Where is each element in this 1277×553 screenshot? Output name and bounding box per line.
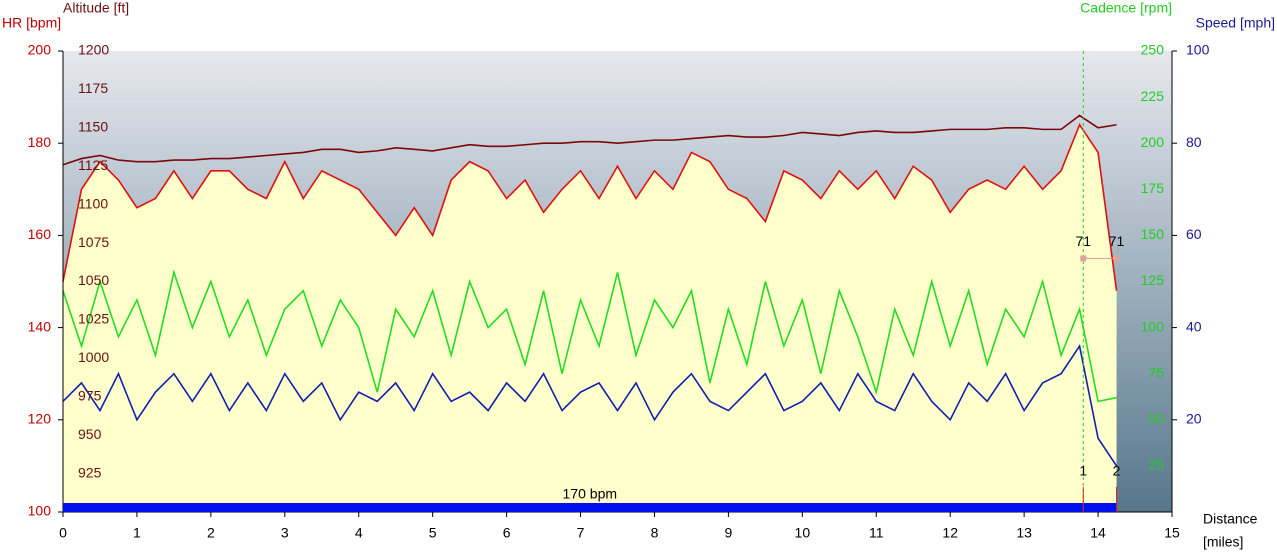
zone-bar bbox=[63, 503, 1117, 512]
x-tick-label: 3 bbox=[281, 525, 289, 541]
hr-tick-label: 120 bbox=[28, 411, 52, 427]
alt-tick-label: 1125 bbox=[78, 157, 108, 173]
alt-tick-label: 1000 bbox=[78, 349, 109, 365]
alt-tick-label: 1075 bbox=[78, 234, 109, 250]
x-tick-label: 9 bbox=[725, 525, 733, 541]
cad-tick-label: 100 bbox=[1141, 318, 1165, 334]
cad-tick-label: 200 bbox=[1141, 134, 1165, 150]
cad-tick-label: 150 bbox=[1141, 226, 1165, 242]
alt-tick-label: 950 bbox=[78, 426, 102, 442]
lap-name: 1 bbox=[1079, 463, 1087, 479]
alt-tick-label: 1025 bbox=[78, 311, 109, 327]
cad-tick-label: 75 bbox=[1148, 364, 1164, 380]
spd-tick-label: 80 bbox=[1186, 134, 1202, 150]
x-tick-label: 0 bbox=[59, 525, 67, 541]
spd-tick-label: 40 bbox=[1186, 318, 1202, 334]
cad-axis-title: Cadence [rpm] bbox=[1080, 0, 1172, 16]
alt-tick-label: 1050 bbox=[78, 272, 109, 288]
alt-tick-label: 1200 bbox=[78, 42, 109, 58]
hr-tick-label: 180 bbox=[28, 134, 52, 150]
series-line bbox=[62, 343, 1118, 467]
alt-axis-title: Altitude [ft] bbox=[63, 0, 129, 16]
x-tick-label: 4 bbox=[355, 525, 363, 541]
alt-tick-label: 1150 bbox=[78, 119, 108, 135]
x-tick-label: 12 bbox=[942, 525, 958, 541]
spd-tick-label: 20 bbox=[1186, 411, 1202, 427]
series-line bbox=[62, 269, 1117, 403]
hr-tick-label: 200 bbox=[28, 42, 52, 58]
x-tick-label: 10 bbox=[795, 525, 811, 541]
x-tick-label: 11 bbox=[869, 525, 884, 541]
spd-axis-title: Speed [mph] bbox=[1196, 15, 1275, 31]
cad-tick-label: 125 bbox=[1141, 272, 1165, 288]
x-tick-label: 1 bbox=[133, 525, 141, 541]
cad-tick-label: 25 bbox=[1148, 457, 1164, 473]
x-tick-label: 5 bbox=[429, 525, 437, 541]
hr-tick-label: 140 bbox=[28, 318, 52, 334]
hr-axis-title: HR [bpm] bbox=[2, 15, 61, 31]
zone-label: 170 bpm bbox=[563, 486, 617, 502]
x-tick-label: 13 bbox=[1016, 525, 1032, 541]
x-tick-label: 2 bbox=[207, 525, 215, 541]
alt-tick-label: 925 bbox=[78, 464, 102, 480]
cad-tick-label: 250 bbox=[1141, 42, 1165, 58]
spd-tick-label: 60 bbox=[1186, 226, 1202, 242]
series-line bbox=[62, 114, 1117, 166]
x-tick-label: 6 bbox=[503, 525, 511, 541]
spd-tick-label: 100 bbox=[1186, 42, 1210, 58]
x-tick-label: 15 bbox=[1164, 525, 1180, 541]
x-tick-label: 8 bbox=[651, 525, 659, 541]
x-tick-label: 14 bbox=[1090, 525, 1106, 541]
alt-tick-label: 1100 bbox=[78, 195, 108, 211]
alt-tick-label: 975 bbox=[78, 387, 102, 403]
lap-value: 71 bbox=[1075, 233, 1091, 249]
lap-name: 2 bbox=[1113, 463, 1121, 479]
lap-value: 71 bbox=[1109, 233, 1125, 249]
hr-area bbox=[63, 124, 1117, 512]
x-axis-title: Distance bbox=[1203, 511, 1258, 527]
x-axis-unit: [miles] bbox=[1203, 534, 1243, 550]
hr-tick-label: 160 bbox=[28, 226, 52, 242]
hr-tick-label: 100 bbox=[28, 503, 52, 519]
x-tick-label: 7 bbox=[577, 525, 585, 541]
cad-tick-label: 225 bbox=[1141, 88, 1165, 104]
cad-tick-label: 175 bbox=[1141, 180, 1165, 196]
series-line bbox=[62, 123, 1118, 291]
alt-tick-label: 1175 bbox=[78, 80, 108, 96]
cad-tick-label: 50 bbox=[1148, 411, 1164, 427]
